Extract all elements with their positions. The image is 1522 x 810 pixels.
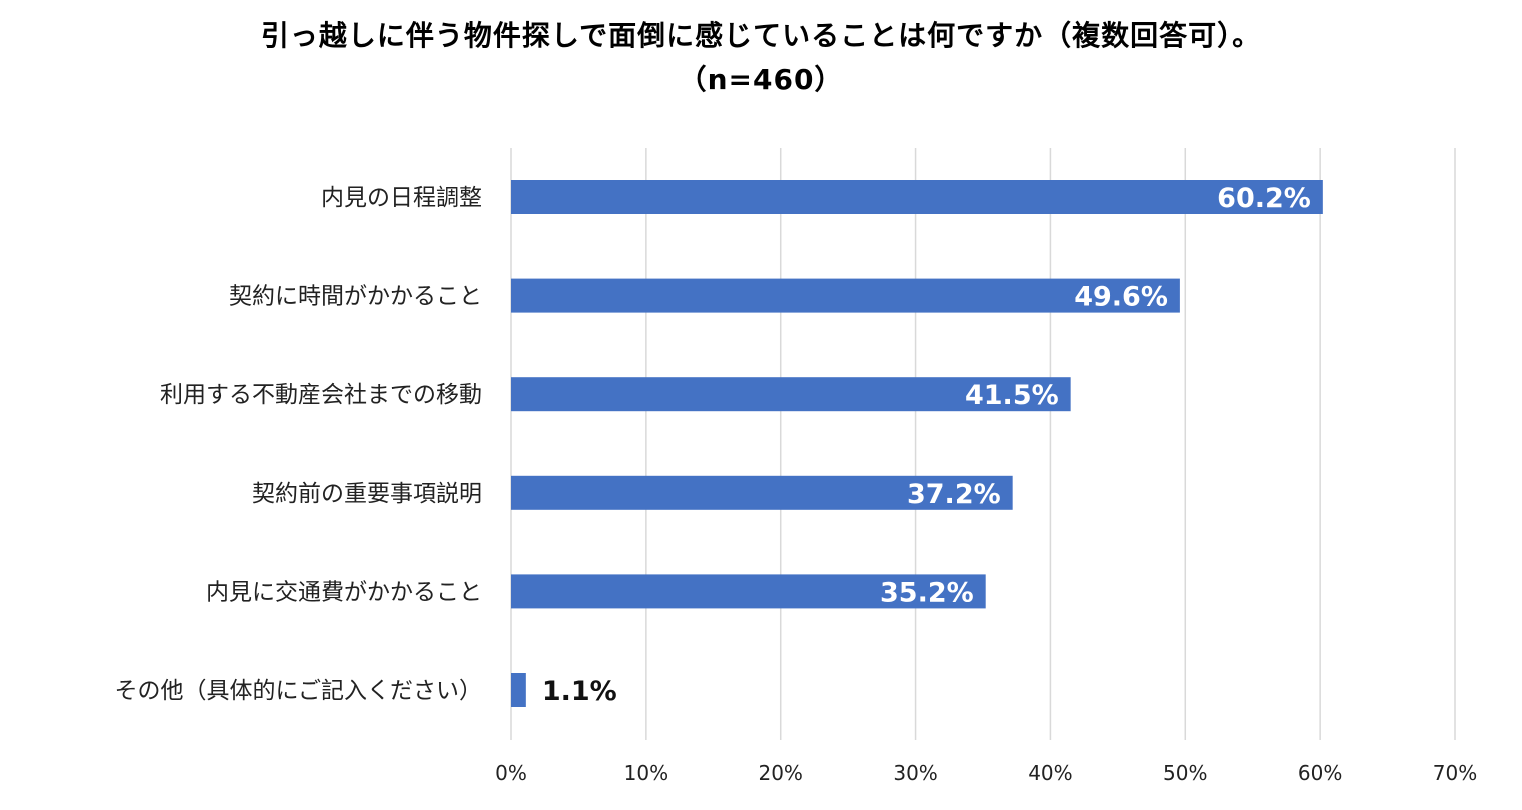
chart-subtitle: （n=460） xyxy=(678,63,844,96)
gridlines xyxy=(510,148,1456,740)
category-label: 契約に時間がかかること xyxy=(229,284,482,310)
data-label: 1.1% xyxy=(542,676,617,707)
category-label: 契約前の重要事項説明 xyxy=(252,481,482,507)
data-label: 37.2% xyxy=(907,479,1001,510)
chart-title: 引っ越しに伴う物件探しで面倒に感じていることは何ですか（複数回答可）。 （n=4… xyxy=(0,14,1522,102)
bar xyxy=(511,180,1323,214)
bar xyxy=(511,673,526,707)
category-label: 内見に交通費がかかること xyxy=(206,579,482,605)
x-tick-label: 70% xyxy=(1433,761,1477,785)
bar xyxy=(511,574,986,609)
category-label: 利用する不動産会社までの移動 xyxy=(160,382,482,408)
category-label: その他（具体的にご記入ください） xyxy=(114,678,482,704)
category-label: 内見の日程調整 xyxy=(321,185,482,211)
data-label: 60.2% xyxy=(1217,183,1311,214)
x-tick-label: 60% xyxy=(1298,761,1342,785)
x-tick-label: 50% xyxy=(1163,761,1207,785)
data-label: 35.2% xyxy=(880,577,974,608)
data-label: 41.5% xyxy=(965,380,1059,411)
data-label: 49.6% xyxy=(1074,282,1168,313)
bars xyxy=(511,180,1323,707)
bar xyxy=(511,278,1180,313)
x-tick-label: 40% xyxy=(1028,761,1072,785)
chart-title-main: 引っ越しに伴う物件探しで面倒に感じていることは何ですか（複数回答可）。 xyxy=(260,19,1262,52)
x-tick-label: 20% xyxy=(758,761,802,785)
x-tick-label: 30% xyxy=(893,761,937,785)
bar xyxy=(511,377,1071,412)
bar xyxy=(511,475,1013,510)
x-axis-tick-labels: 0% 10% 20% 30% 40% 50% 60% 70% xyxy=(495,761,1477,785)
x-tick-label: 10% xyxy=(624,761,668,785)
category-labels: 内見の日程調整契約に時間がかかること利用する不動産会社までの移動契約前の重要事項… xyxy=(114,185,482,704)
x-tick-label: 0% xyxy=(495,761,527,785)
value-labels: 60.2% 49.6% 41.5% 37.2% 35.2% 1.1% xyxy=(542,183,1311,707)
